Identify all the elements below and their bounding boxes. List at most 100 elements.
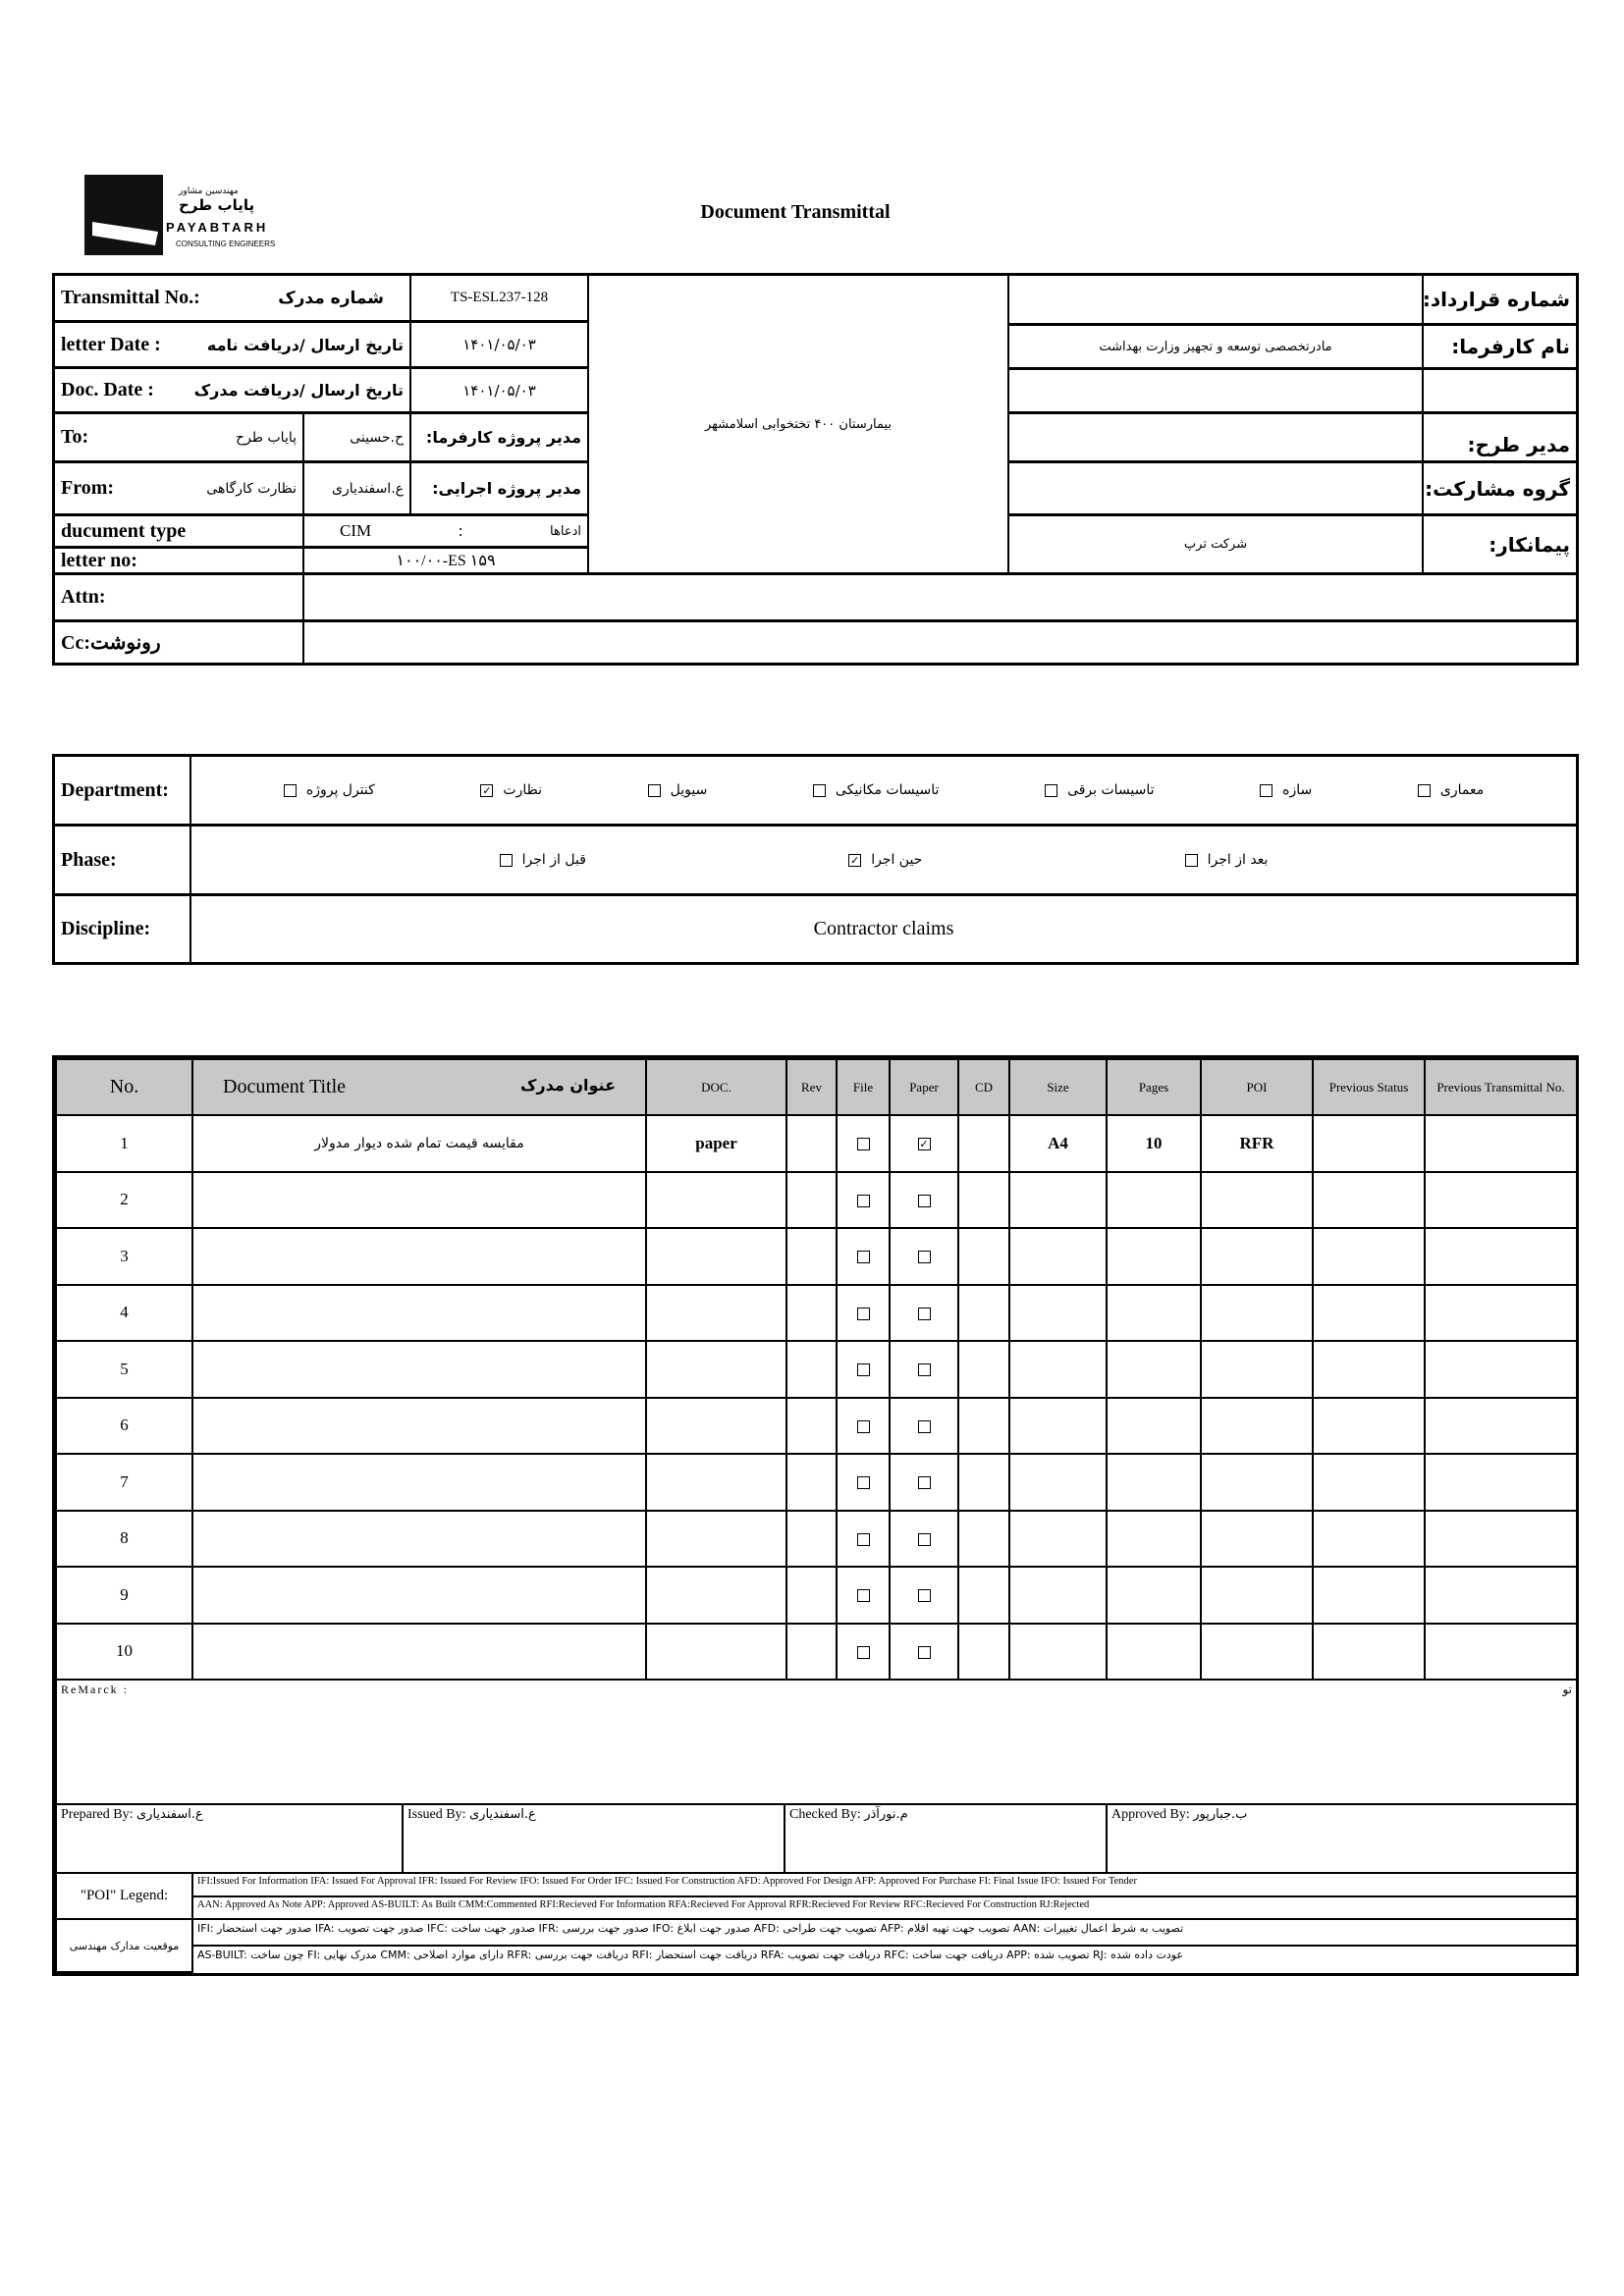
cell-no: 7 — [55, 1453, 193, 1512]
cc-field[interactable] — [304, 622, 1576, 663]
cell-doc — [645, 1340, 787, 1399]
checkbox-icon[interactable] — [917, 1363, 931, 1377]
cell-poi — [1200, 1453, 1314, 1512]
checkbox-icon[interactable] — [917, 1532, 931, 1546]
to-label: To: — [61, 426, 89, 448]
department-option[interactable]: تاسیسات مکانیکی — [812, 782, 940, 798]
cell-prev-transmittal — [1424, 1114, 1578, 1173]
doc-date-label-cell: Doc. Date : تاریخ ارسال /دریافت مدرک — [55, 369, 411, 414]
phase-option[interactable]: حین اجرا ✓ — [848, 852, 922, 868]
cell-poi: RFR — [1200, 1114, 1314, 1173]
checkbox-icon[interactable] — [1260, 783, 1273, 797]
checkbox-icon[interactable]: ✓ — [480, 783, 494, 797]
header-title: Document Title عنوان مدرک — [191, 1058, 647, 1116]
prepared-by-label: Prepared By: — [61, 1807, 134, 1822]
department-option[interactable]: کنترل پروژه — [283, 782, 375, 798]
department-option[interactable]: تاسیسات برقی — [1045, 782, 1155, 798]
cell-cd — [957, 1566, 1010, 1625]
checkbox-icon[interactable] — [856, 1476, 870, 1490]
empty-cell — [1009, 370, 1424, 414]
cell-doc — [645, 1453, 787, 1512]
checkbox-icon[interactable] — [917, 1251, 931, 1264]
documents-table: No. Document Title عنوان مدرک DOC. Rev Fi… — [55, 1058, 1578, 1681]
checkbox-icon[interactable] — [283, 783, 297, 797]
cell-prev-transmittal — [1424, 1566, 1578, 1625]
phase-option[interactable]: قبل از اجرا — [499, 852, 586, 868]
prepared-by-value: ع.اسفندیاری — [135, 1807, 203, 1822]
department-option[interactable]: معماری — [1417, 782, 1484, 798]
issued-by-cell: Issued By: ع.اسفندیاری — [402, 1803, 785, 1874]
checkbox-icon[interactable] — [917, 1307, 931, 1320]
cell-cd — [957, 1509, 1010, 1568]
checkbox-icon[interactable] — [856, 1194, 870, 1207]
checkbox-icon[interactable] — [499, 853, 513, 867]
checkbox-icon[interactable] — [812, 783, 826, 797]
phase-option[interactable]: بعد از اجرا — [1184, 852, 1268, 868]
from-value: نظارت کارگاهی — [206, 480, 297, 497]
department-option-label: تاسیسات مکانیکی — [835, 782, 940, 798]
doc-type-label: ducument type — [55, 516, 304, 549]
doc-date-label: Doc. Date : — [61, 379, 154, 400]
table-row: 2 — [55, 1170, 1578, 1229]
cell-prev-transmittal — [1424, 1453, 1578, 1512]
checkbox-icon[interactable] — [1417, 783, 1431, 797]
phase-option-label: قبل از اجرا — [521, 852, 586, 868]
logo-text: CONSULTING ENGINEERS — [176, 240, 276, 248]
from-cell: From: نظارت کارگاهی — [55, 463, 304, 516]
department-option-label: تاسیسات برقی — [1067, 782, 1155, 798]
cell-pages — [1106, 1283, 1202, 1342]
cell-paper — [889, 1340, 959, 1399]
checkbox-icon[interactable] — [1045, 783, 1058, 797]
checkbox-icon[interactable] — [647, 783, 661, 797]
cell-poi — [1200, 1509, 1314, 1568]
client-pm-name: ح.حسینی — [304, 414, 411, 463]
table-row: 5 — [55, 1340, 1578, 1399]
exec-pm-label: مدیر پروژه اجرایی: — [411, 463, 589, 516]
cell-no: 6 — [55, 1396, 193, 1455]
checkbox-icon[interactable] — [856, 1645, 870, 1659]
checkbox-icon[interactable] — [917, 1194, 931, 1207]
department-option[interactable]: سیویل — [647, 782, 707, 798]
doc-type-value: ادعاها — [550, 523, 581, 539]
checkbox-icon[interactable] — [856, 1307, 870, 1320]
checkbox-icon[interactable] — [856, 1363, 870, 1377]
department-option[interactable]: نظارت ✓ — [480, 782, 542, 798]
checkbox-icon[interactable] — [856, 1138, 870, 1151]
attn-label: Attn: — [55, 575, 304, 622]
cell-cd — [957, 1283, 1010, 1342]
cell-rev — [785, 1566, 838, 1625]
checked-by-label: Checked By: — [789, 1807, 861, 1822]
remark-cell[interactable]: ReMarck : تو — [54, 1681, 1579, 1805]
transmittal-no-value: TS-ESL237-128 — [411, 276, 589, 323]
cell-cd — [957, 1170, 1010, 1229]
status-legend-line: AS-BUILT: چون ساخت FI: مدرک نهایی CMM: د… — [190, 1945, 1579, 1972]
cell-pages — [1106, 1340, 1202, 1399]
checkbox-icon[interactable] — [917, 1645, 931, 1659]
cell-pages — [1106, 1170, 1202, 1229]
cell-title — [191, 1453, 647, 1512]
cell-paper — [889, 1283, 959, 1342]
table-row: 3 — [55, 1227, 1578, 1286]
checkbox-icon[interactable] — [856, 1419, 870, 1433]
department-label: Department: — [55, 757, 191, 827]
attn-field[interactable] — [304, 575, 1576, 622]
checkbox-icon[interactable]: ✓ — [917, 1138, 931, 1151]
poi-legend-line: IFI:Issued For Information IFA: Issued F… — [190, 1872, 1579, 1897]
checkbox-icon[interactable] — [1184, 853, 1198, 867]
checkbox-icon[interactable] — [856, 1532, 870, 1546]
checkbox-icon[interactable] — [917, 1476, 931, 1490]
checkbox-icon[interactable] — [856, 1589, 870, 1603]
checkbox-icon[interactable]: ✓ — [848, 853, 862, 867]
checkbox-icon[interactable] — [856, 1251, 870, 1264]
cell-cd — [957, 1114, 1010, 1173]
cell-size — [1008, 1340, 1108, 1399]
department-option[interactable]: سازه — [1260, 782, 1312, 798]
cell-doc — [645, 1170, 787, 1229]
cell-title — [191, 1283, 647, 1342]
checkbox-icon[interactable] — [917, 1589, 931, 1603]
cell-pages — [1106, 1453, 1202, 1512]
header-cd: CD — [957, 1058, 1010, 1116]
checkbox-icon[interactable] — [917, 1419, 931, 1433]
cell-size — [1008, 1227, 1108, 1286]
empty-cell — [1424, 370, 1576, 414]
